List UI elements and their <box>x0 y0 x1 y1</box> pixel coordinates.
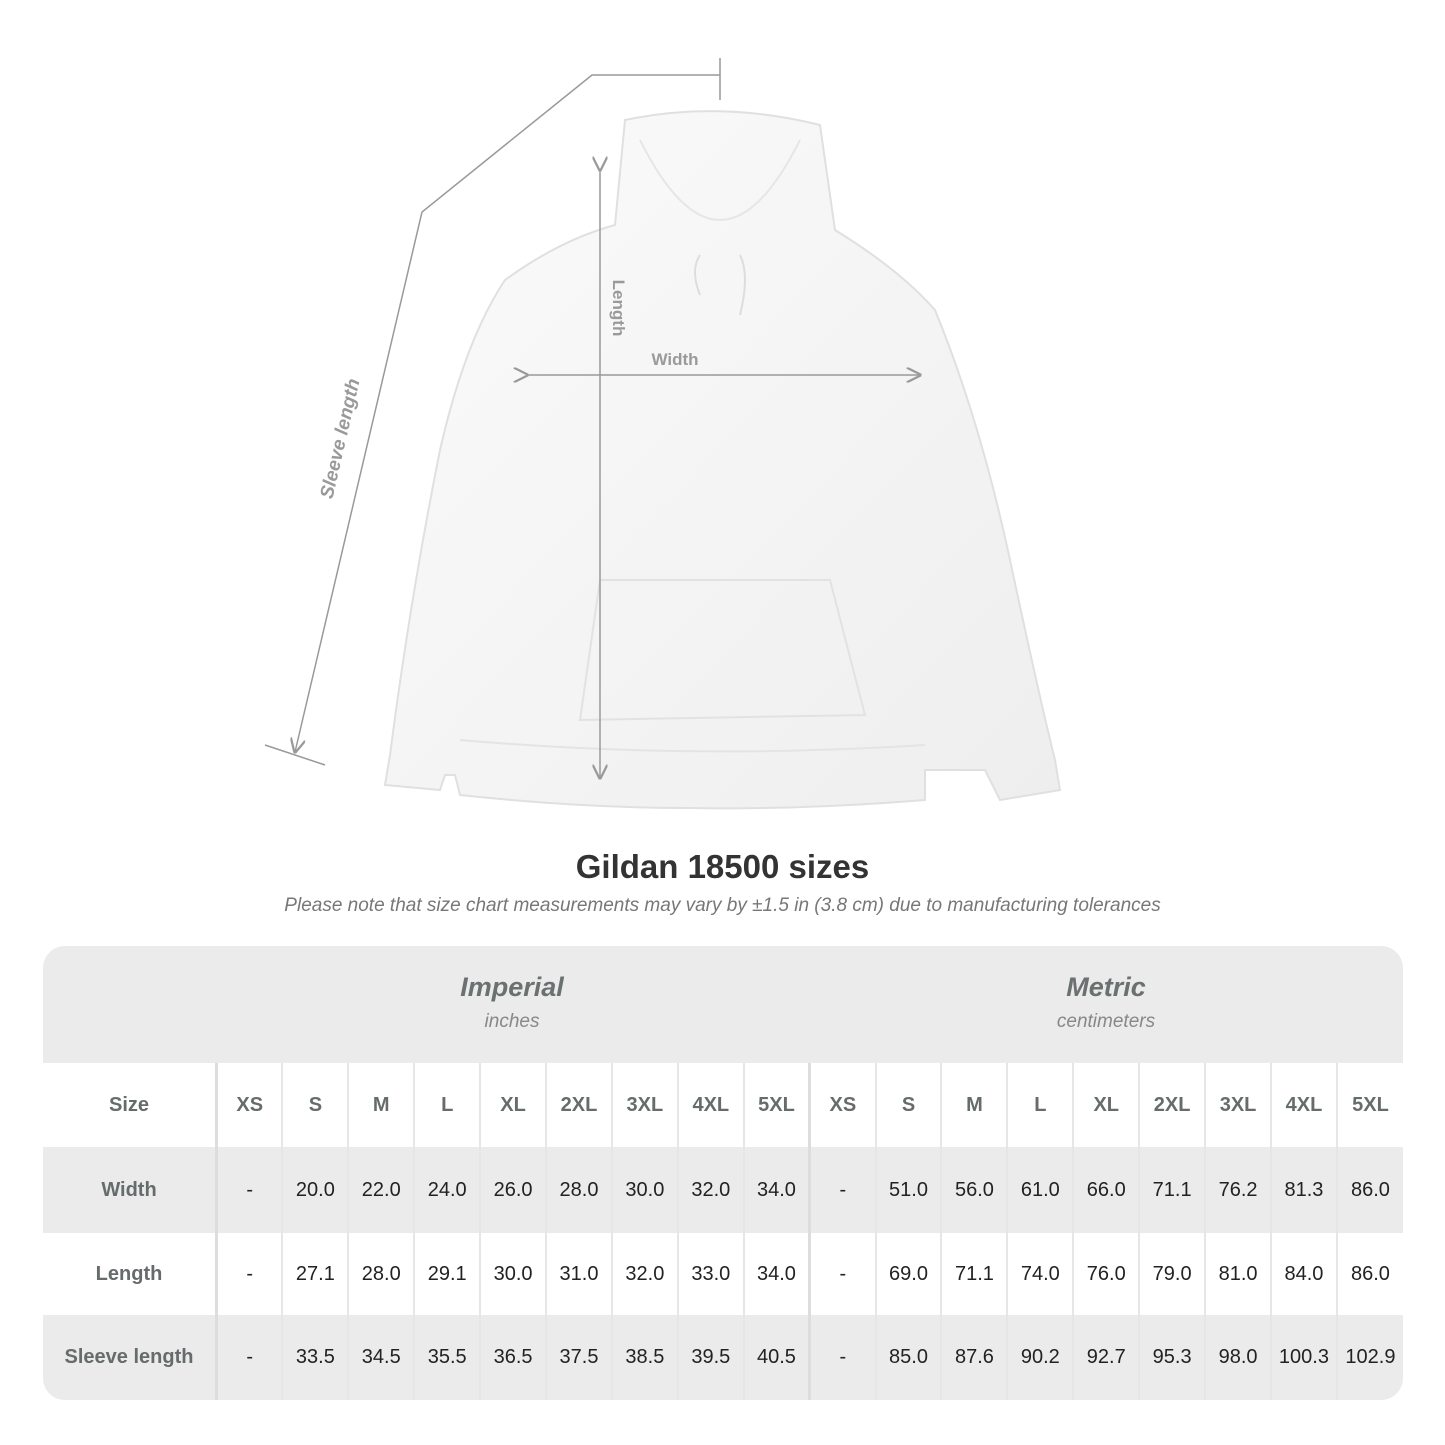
size-header-cell: XS <box>215 1063 283 1147</box>
metric-value-cell: 71.1 <box>1138 1147 1206 1233</box>
size-header-cell: 3XL <box>610 1063 678 1147</box>
metric-value-cell: 74.0 <box>1006 1233 1074 1315</box>
size-grid: Size XS S M L XL 2XL 3XL 4XL 5XL XS S M L XL 2XL 3XL 4XL 5… <box>43 1063 1403 1400</box>
imperial-value-cell: 34.0 <box>742 1147 810 1233</box>
table-row: Sleeve length -33.5 34.5 35.5 36.5 37.5 38.5 39… <box>43 1315 1403 1400</box>
metric-value-cell: - <box>808 1233 876 1315</box>
metric-value-cell: 76.0 <box>1072 1233 1140 1315</box>
imperial-value-cell: - <box>215 1147 283 1233</box>
imperial-value-cell: 31.0 <box>545 1233 612 1315</box>
imperial-value-cell: 35.5 <box>413 1315 481 1400</box>
metric-value-cell: 102.9 <box>1335 1315 1403 1400</box>
size-header-cell: S <box>281 1063 349 1147</box>
imperial-value-cell: 29.1 <box>413 1233 481 1315</box>
size-header-cell: XL <box>1072 1063 1140 1147</box>
imperial-value-cell: 30.0 <box>610 1147 678 1233</box>
sleeve-measure-line <box>295 74 720 752</box>
metric-value-cell: 69.0 <box>874 1233 942 1315</box>
size-header-cell: 3XL <box>1204 1063 1271 1147</box>
imperial-value-cell: 32.0 <box>676 1147 744 1233</box>
imperial-value-cell: 36.5 <box>479 1315 547 1400</box>
metric-value-cell: 81.0 <box>1204 1233 1271 1315</box>
page-title: Gildan 18500 sizes <box>575 848 870 885</box>
table-row: Length -27.1 28.0 29.1 30.0 31.0 32.0 33.0 34.0-… <box>43 1233 1403 1315</box>
imperial-value-cell: 33.5 <box>281 1315 349 1400</box>
length-label: Length <box>609 280 628 337</box>
hoodie-figure: Sleeve length Length Width <box>264 58 1062 810</box>
size-header-cell: L <box>1006 1063 1074 1147</box>
tolerance-note: Please note that size chart measurements… <box>284 895 1161 916</box>
imperial-value-cell: - <box>215 1233 283 1315</box>
width-label: Width <box>651 350 698 369</box>
imperial-value-cell: 38.5 <box>610 1315 678 1400</box>
size-header-cell: 5XL <box>1335 1063 1403 1147</box>
hoodie-illustration <box>383 110 1062 810</box>
imperial-value-cell: 20.0 <box>281 1147 349 1233</box>
metric-value-cell: 81.3 <box>1270 1147 1337 1233</box>
metric-value-cell: 87.6 <box>940 1315 1008 1400</box>
metric-value-cell: 86.0 <box>1335 1147 1403 1233</box>
size-header-cell: 2XL <box>545 1063 612 1147</box>
size-header-cell: S <box>874 1063 942 1147</box>
imperial-header: Imperial inches <box>460 972 564 1032</box>
size-header-cell: M <box>347 1063 415 1147</box>
imperial-value-cell: 32.0 <box>610 1233 678 1315</box>
metric-value-cell: 92.7 <box>1072 1315 1140 1400</box>
size-header-row: Size XS S M L XL 2XL 3XL 4XL 5XL XS S M L XL 2XL 3XL 4XL 5… <box>43 1063 1403 1147</box>
metric-value-cell: - <box>808 1147 876 1233</box>
metric-value-cell: 79.0 <box>1138 1233 1206 1315</box>
size-header-cell: 4XL <box>676 1063 744 1147</box>
metric-value-cell: 90.2 <box>1006 1315 1074 1400</box>
metric-value-cell: 61.0 <box>1006 1147 1074 1233</box>
metric-header: Metric centimeters <box>1056 972 1156 1032</box>
metric-value-cell: 76.2 <box>1204 1147 1271 1233</box>
metric-value-cell: 56.0 <box>940 1147 1008 1233</box>
size-header-cell: 5XL <box>742 1063 810 1147</box>
imperial-value-cell: - <box>215 1315 283 1400</box>
imperial-value-cell: 34.0 <box>742 1233 810 1315</box>
size-table: Imperial inches Metric centimeters Size X… <box>43 946 1403 1400</box>
imperial-value-cell: 33.0 <box>676 1233 744 1315</box>
size-header-cell: XS <box>808 1063 876 1147</box>
metric-value-cell: 84.0 <box>1270 1233 1337 1315</box>
metric-value-cell: 100.3 <box>1270 1315 1337 1400</box>
size-header-cell: M <box>940 1063 1008 1147</box>
metric-value-cell: 66.0 <box>1072 1147 1140 1233</box>
row-label: Width <box>43 1147 218 1233</box>
imperial-value-cell: 24.0 <box>413 1147 481 1233</box>
metric-value-cell: - <box>808 1315 876 1400</box>
imperial-value-cell: 30.0 <box>479 1233 547 1315</box>
row-label: Sleeve length <box>43 1315 218 1400</box>
metric-value-cell: 86.0 <box>1335 1233 1403 1315</box>
size-header-cell: 4XL <box>1270 1063 1337 1147</box>
sleeve-label: Sleeve length <box>317 377 365 501</box>
imperial-value-cell: 34.5 <box>347 1315 415 1400</box>
size-header-cell: 2XL <box>1138 1063 1206 1147</box>
imperial-value-cell: 28.0 <box>545 1147 612 1233</box>
imperial-value-cell: 39.5 <box>676 1315 744 1400</box>
size-header-cell: L <box>413 1063 481 1147</box>
metric-value-cell: 71.1 <box>940 1233 1008 1315</box>
imperial-value-cell: 40.5 <box>742 1315 810 1400</box>
imperial-value-cell: 22.0 <box>347 1147 415 1233</box>
imperial-value-cell: 37.5 <box>545 1315 612 1400</box>
metric-value-cell: 85.0 <box>874 1315 942 1400</box>
imperial-value-cell: 28.0 <box>347 1233 415 1315</box>
metric-value-cell: 98.0 <box>1204 1315 1271 1400</box>
size-header-cell: XL <box>479 1063 547 1147</box>
size-header-label: Size <box>43 1063 218 1147</box>
imperial-value-cell: 26.0 <box>479 1147 547 1233</box>
row-label: Length <box>43 1233 218 1315</box>
imperial-value-cell: 27.1 <box>281 1233 349 1315</box>
metric-value-cell: 51.0 <box>874 1147 942 1233</box>
table-row: Width -20.0 22.0 24.0 26.0 28.0 30.0 32.0 34.0-5… <box>43 1147 1403 1233</box>
metric-value-cell: 95.3 <box>1138 1315 1206 1400</box>
